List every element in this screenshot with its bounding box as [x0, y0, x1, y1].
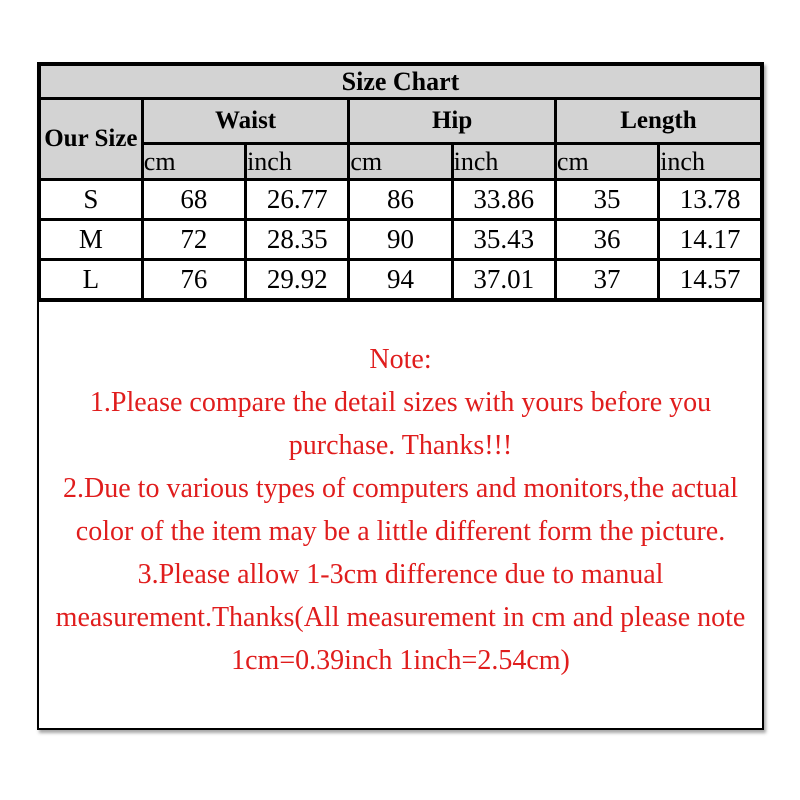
unit-header-hip-inch: inch — [450, 142, 557, 181]
hip-inch: 33.86 — [450, 178, 557, 221]
hip-cm: 94 — [347, 258, 454, 302]
note-heading: Note: — [369, 344, 432, 375]
table-row-size-l: L 76 29.92 94 37.01 37 14.57 — [37, 258, 764, 302]
unit-header-length-inch: inch — [657, 142, 764, 181]
column-header-our-size: Our Size — [37, 97, 144, 181]
waist-inch: 26.77 — [244, 178, 351, 221]
size-label: M — [37, 218, 144, 261]
group-header-row: Our Size Waist Hip Length — [37, 97, 764, 181]
length-inch: 13.78 — [657, 178, 764, 221]
length-inch: 14.57 — [657, 258, 764, 302]
size-label: L — [37, 258, 144, 302]
length-cm: 36 — [553, 218, 661, 261]
hip-inch: 37.01 — [450, 258, 557, 302]
table-title-row: Size Chart — [37, 62, 764, 100]
size-chart-container: Size Chart Our Size Waist Hip Length cm … — [37, 62, 764, 730]
column-header-waist: Waist — [140, 97, 351, 145]
hip-cm: 90 — [347, 218, 454, 261]
size-label: S — [37, 178, 144, 221]
unit-header-length-cm: cm — [553, 142, 661, 181]
unit-header-row: cm inch cm inch cm inch — [39, 142, 764, 181]
length-cm: 37 — [553, 258, 661, 302]
note-item-3: 3.Please allow 1-3cm difference due to m… — [55, 559, 746, 676]
unit-header-hip-cm: cm — [347, 142, 454, 181]
table-row-size-s: S 68 26.77 86 33.86 35 13.78 — [37, 178, 764, 221]
waist-inch: 28.35 — [244, 218, 351, 261]
note-item-2: 2.Due to various types of computers and … — [63, 473, 738, 547]
length-cm: 35 — [553, 178, 661, 221]
waist-cm: 76 — [140, 258, 248, 302]
unit-header-waist-inch: inch — [244, 142, 351, 181]
column-header-hip: Hip — [347, 97, 557, 145]
length-inch: 14.17 — [657, 218, 764, 261]
hip-cm: 86 — [347, 178, 454, 221]
column-header-length: Length — [553, 97, 764, 145]
size-chart-table: Size Chart Our Size Waist Hip Length cm … — [37, 62, 764, 302]
note-section: Note: 1.Please compare the detail sizes … — [37, 302, 764, 730]
waist-inch: 29.92 — [244, 258, 351, 302]
waist-cm: 68 — [140, 178, 248, 221]
hip-inch: 35.43 — [450, 218, 557, 261]
note-item-1: 1.Please compare the detail sizes with y… — [89, 387, 712, 461]
table-title: Size Chart — [37, 62, 764, 100]
table-row-size-m: M 72 28.35 90 35.43 36 14.17 — [37, 218, 764, 261]
unit-header-waist-cm: cm — [140, 142, 248, 181]
waist-cm: 72 — [140, 218, 248, 261]
